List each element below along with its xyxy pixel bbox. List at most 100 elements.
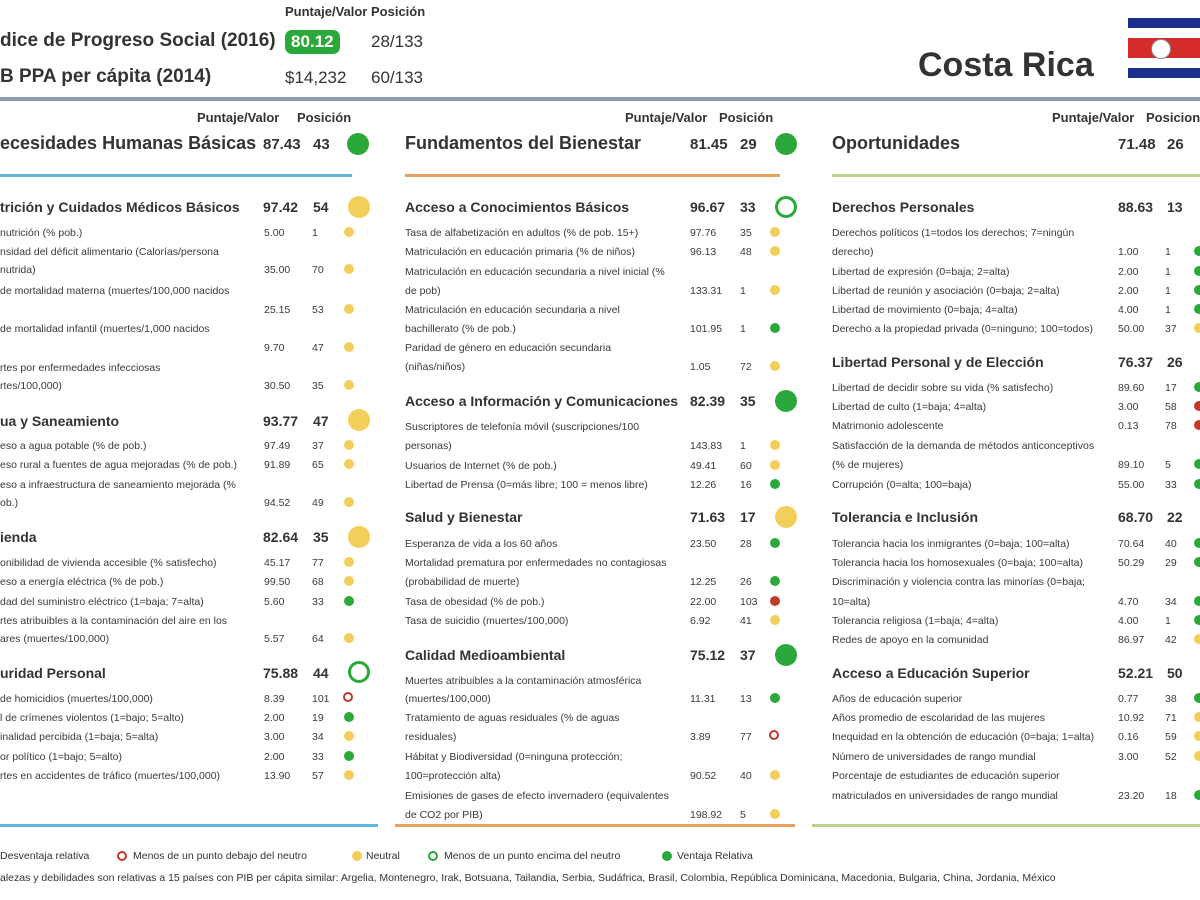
indicator-rank: 1 [1165, 246, 1171, 258]
indicator-value: 70.64 [1118, 538, 1145, 550]
indicator-label: Mortalidad prematura por enfermedades no… [405, 557, 667, 569]
indicator-label-cont: derecho) [832, 246, 874, 258]
indicator-rank: 77 [312, 557, 324, 569]
summary-rank-header: Posición [371, 4, 426, 19]
c2-section-status-dot [775, 644, 797, 666]
indicator-status-dot [344, 264, 354, 274]
c3-section-title: Derechos Personales [832, 199, 975, 215]
indicator-rank: 17 [1165, 382, 1177, 394]
indicator-status-dot [1194, 731, 1200, 741]
c2-bottom-rule [395, 824, 795, 827]
indicator-rank: 19 [312, 712, 324, 724]
indicator-label: nutrición (% pob.) [0, 227, 83, 239]
indicator-value: 89.10 [1118, 459, 1145, 471]
indicator-status-dot [770, 615, 780, 625]
indicator-status-dot [770, 576, 780, 586]
indicator-rank: 35 [740, 227, 752, 239]
indicator-label: Suscriptores de telefonía móvil (suscrip… [405, 421, 640, 433]
c3-dimension-score: 71.48 [1118, 136, 1156, 153]
indicator-label: Corrupción (0=alta; 100=baja) [832, 479, 972, 491]
c3-score-header: Puntaje/Valor [1052, 110, 1135, 125]
indicator-label-cont: rtes/100,000) [0, 380, 62, 392]
indicator-status-dot [770, 361, 780, 371]
indicator-value: 11.31 [690, 693, 716, 705]
footnote: alezas y debilidades son relativas a 15 … [0, 872, 1056, 884]
indicator-value: 198.92 [690, 809, 723, 821]
indicator-rank: 60 [740, 460, 752, 472]
indicator-label-cont: matriculados en universidades de rango m… [832, 790, 1058, 802]
indicator-rank: 103 [740, 596, 758, 608]
indicator-rank: 68 [312, 576, 324, 588]
indicator-value: 55.00 [1118, 479, 1145, 491]
indicator-rank: 1 [1165, 304, 1171, 316]
indicator-label-cont: de pob) [405, 285, 441, 297]
indicator-rank: 37 [1165, 323, 1177, 335]
indicator-rank: 35 [312, 380, 324, 392]
indicator-status-dot [344, 751, 354, 761]
indicator-label: Tasa de obesidad (% de pob.) [405, 596, 545, 608]
indicator-value: 12.26 [690, 479, 717, 491]
indicator-rank: 1 [740, 285, 746, 297]
c1-section-title: uridad Personal [0, 665, 106, 681]
c1-section-rank: 54 [313, 199, 329, 215]
indicator-label-cont: ares (muertes/100,000) [0, 633, 110, 645]
indicator-value: 3.00 [1118, 751, 1139, 763]
indicator-label: de mortalidad infantil (muertes/1,000 na… [0, 323, 210, 335]
indicator-rank: 71 [1165, 712, 1177, 724]
indicator-rank: 28 [740, 538, 752, 550]
indicator-label: eso rural a fuentes de agua mejoradas (%… [0, 459, 237, 471]
indicator-value: 9.70 [264, 342, 285, 354]
indicator-label: de homicidios (muertes/100,000) [0, 693, 153, 705]
indicator-status-dot [344, 304, 354, 314]
indicator-value: 10.92 [1118, 712, 1145, 724]
indicator-rank: 26 [740, 576, 752, 588]
c2-section-title: Acceso a Conocimientos Básicos [405, 199, 630, 215]
indicator-rank: 101 [312, 693, 330, 705]
indicator-status-dot [770, 460, 780, 470]
indicator-rank: 40 [740, 770, 752, 782]
indicator-value: 96.13 [690, 246, 717, 258]
indicator-value: 13.90 [264, 770, 291, 782]
c1-section-score: 75.88 [263, 665, 299, 681]
indicator-label: or político (1=bajo; 5=alto) [0, 751, 122, 763]
c1-dimension-score: 87.43 [263, 136, 301, 153]
indicator-status-dot [770, 285, 780, 295]
c1-rank-header: Posición [297, 110, 352, 125]
indicator-label: Hábitat y Biodiversidad (0=ninguna prote… [405, 751, 623, 763]
indicator-rank: 53 [312, 304, 324, 316]
indicator-label: Matriculación en educación primaria (% d… [405, 246, 635, 258]
indicator-status-dot [1194, 790, 1200, 800]
indicator-status-dot [344, 227, 354, 237]
indicator-value: 99.50 [264, 576, 291, 588]
indicator-status-dot [344, 770, 354, 780]
indicator-status-dot [344, 380, 354, 390]
indicator-rank: 58 [1165, 401, 1177, 413]
indicator-value: 2.00 [264, 751, 285, 763]
indicator-value: 2.00 [1118, 285, 1139, 297]
c2-section-rank: 35 [740, 393, 756, 409]
indicator-value: 101.95 [690, 323, 723, 335]
indicator-label: eso a energía eléctrica (% de pob.) [0, 576, 164, 588]
c3-rule [832, 174, 1200, 177]
indicator-label-cont: residuales) [405, 731, 457, 743]
indicator-label: Tasa de suicidio (muertes/100,000) [405, 615, 569, 627]
c3-bottom-rule [812, 824, 1200, 827]
indicator-rank: 1 [1165, 266, 1171, 278]
indicator-value: 22.00 [690, 596, 717, 608]
indicator-value: 49.41 [690, 460, 717, 472]
c3-section-score: 52.21 [1118, 665, 1154, 681]
c2-section-score: 75.12 [690, 647, 726, 663]
indicator-status-dot [770, 809, 780, 819]
indicator-rank: 33 [312, 596, 324, 608]
indicator-status-dot [1194, 420, 1200, 430]
spi-score-badge: 80.12 [285, 30, 340, 54]
c2-score-header: Puntaje/Valor [625, 110, 708, 125]
indicator-label: Inequidad en la obtención de educación (… [832, 731, 1095, 743]
indicator-rank: 72 [740, 361, 752, 373]
indicator-value: 1.00 [1118, 246, 1139, 258]
indicator-value: 45.17 [264, 557, 291, 569]
indicator-rank: 78 [1165, 420, 1177, 432]
indicator-status-dot [1194, 693, 1200, 703]
c2-section-score: 71.63 [690, 509, 726, 525]
c2-dimension-score: 81.45 [690, 136, 728, 153]
